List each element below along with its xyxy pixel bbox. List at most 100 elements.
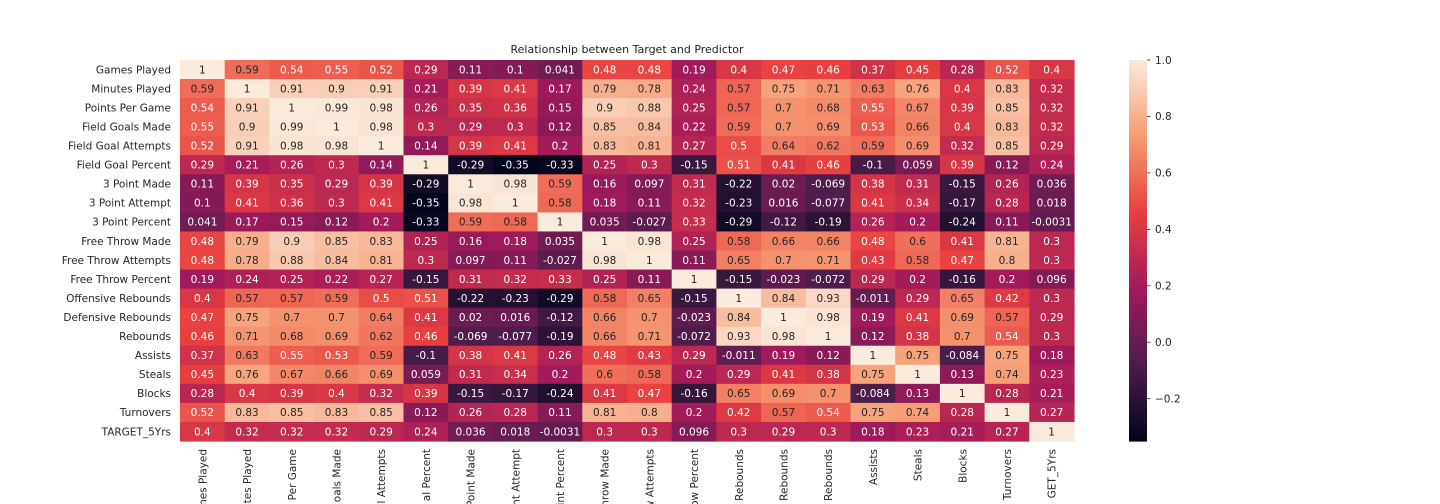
heatmap-cell (716, 288, 762, 309)
row-label: Rebounds (119, 331, 171, 343)
colorbar-segment (1129, 364, 1147, 369)
heatmap-cell (224, 269, 270, 290)
cell-value-label: 0.57 (995, 312, 1018, 324)
heatmap-cell (939, 79, 986, 99)
colorbar-segment (1129, 402, 1147, 407)
colorbar-segment (1129, 174, 1147, 179)
heatmap-cell (627, 231, 673, 252)
heatmap-cell (939, 193, 986, 213)
row-label: Games Played (96, 64, 171, 76)
heatmap-cell (492, 174, 539, 194)
heatmap-cell (314, 345, 360, 366)
heatmap-cell (582, 98, 628, 118)
cell-value-label: 0.68 (280, 331, 303, 343)
cell-value-label: 0.81 (593, 407, 616, 419)
heatmap-cell (448, 288, 494, 309)
cell-value-label: 0.57 (727, 83, 750, 95)
cell-value-label: -0.16 (949, 274, 976, 286)
colorbar-segment (1129, 206, 1147, 210)
cell-value-label: 0.2 (373, 217, 390, 229)
heatmap-cell (984, 364, 1030, 385)
column-label: Rebounds (734, 449, 746, 501)
cell-value-label: 0.98 (638, 236, 661, 248)
cell-value-label: 0.26 (995, 179, 1019, 191)
cell-value-label: 0.51 (414, 293, 437, 305)
colorbar-segment (1129, 123, 1147, 128)
colorbar-segment (1129, 158, 1147, 163)
heatmap-cell (1029, 345, 1075, 366)
cell-value-label: 0.35 (459, 102, 482, 114)
colorbar-segment (1129, 215, 1147, 220)
cell-value-label: 0.58 (593, 293, 616, 305)
colorbar-segment (1129, 113, 1147, 118)
cell-value-label: 0.84 (727, 312, 751, 324)
cell-value-label: 0.14 (369, 160, 393, 172)
heatmap-cell (805, 60, 852, 80)
row-label: Points Per Game (85, 102, 171, 114)
heatmap-cell (180, 193, 226, 213)
colorbar-segment (1129, 202, 1147, 207)
cell-value-label: 1 (825, 331, 832, 343)
heatmap-cell (895, 383, 941, 404)
colorbar-segment (1129, 120, 1147, 125)
heatmap-cell (448, 98, 494, 118)
row-label: Free Throw Percent (70, 274, 171, 286)
heatmap-cell (180, 345, 226, 366)
colorbar-segment (1129, 342, 1147, 347)
cell-value-label: 0.11 (504, 255, 527, 267)
heatmap-cell (448, 174, 494, 194)
heatmap-cell (403, 193, 449, 213)
heatmap-cell (939, 98, 986, 118)
heatmap-cell (671, 307, 717, 328)
heatmap-cell (1029, 174, 1075, 194)
cell-value-label: -0.027 (543, 255, 577, 267)
heatmap-cell (314, 174, 360, 194)
colorbar-segment (1129, 393, 1147, 398)
heatmap-cell (492, 421, 539, 442)
heatmap-cell (358, 60, 405, 80)
cell-value-label: 0.83 (593, 141, 616, 153)
heatmap-cell (403, 402, 449, 423)
cell-value-label: 0.22 (682, 121, 705, 133)
cell-value-label: 0.28 (504, 407, 527, 419)
colorbar-segment (1129, 142, 1147, 147)
cell-value-label: 0.88 (280, 255, 303, 267)
cell-value-label: -0.12 (770, 217, 797, 229)
cell-value-label: -0.33 (546, 160, 573, 172)
heatmap-cell (269, 60, 315, 80)
cell-value-label: 0.096 (1037, 274, 1067, 286)
colorbar-segment (1129, 298, 1147, 302)
heatmap-cell (180, 383, 226, 404)
colorbar-segment (1129, 377, 1147, 382)
cell-value-label: 0.5 (730, 141, 747, 153)
heatmap-cell (537, 98, 583, 118)
heatmap-cell (180, 421, 226, 442)
cell-value-label: 0.36 (504, 102, 528, 114)
colorbar-segment (1129, 104, 1147, 109)
heatmap-cell (716, 79, 762, 99)
heatmap-cell (1029, 193, 1075, 213)
cell-value-label: 0.29 (191, 160, 214, 172)
cell-value-label: 0.036 (1037, 179, 1067, 191)
cell-value-label: 0.16 (593, 179, 617, 191)
cell-value-label: 0.38 (906, 331, 929, 343)
colorbar-segment (1129, 231, 1147, 236)
cell-value-label: 0.75 (235, 312, 258, 324)
cell-value-label: 0.6 (909, 236, 926, 248)
cell-value-label: -0.16 (680, 388, 707, 400)
heatmap-cell (314, 383, 360, 404)
cell-value-label: 0.85 (593, 121, 616, 133)
heatmap-cell (984, 326, 1030, 347)
colorbar-segment (1129, 387, 1147, 391)
cell-value-label: 0.84 (772, 293, 796, 305)
heatmap-cell (448, 421, 494, 442)
cell-value-label: 0.4 (239, 388, 256, 400)
cell-value-label: 0.9 (283, 236, 300, 248)
colorbar-segment (1129, 263, 1147, 267)
heatmap-cell (984, 383, 1030, 404)
cell-value-label: 0.55 (325, 64, 348, 76)
column-label: oint Percent (555, 449, 567, 504)
cell-value-label: 0.32 (280, 426, 303, 438)
colorbar-segment (1129, 396, 1147, 401)
heatmap-cell (716, 117, 762, 137)
